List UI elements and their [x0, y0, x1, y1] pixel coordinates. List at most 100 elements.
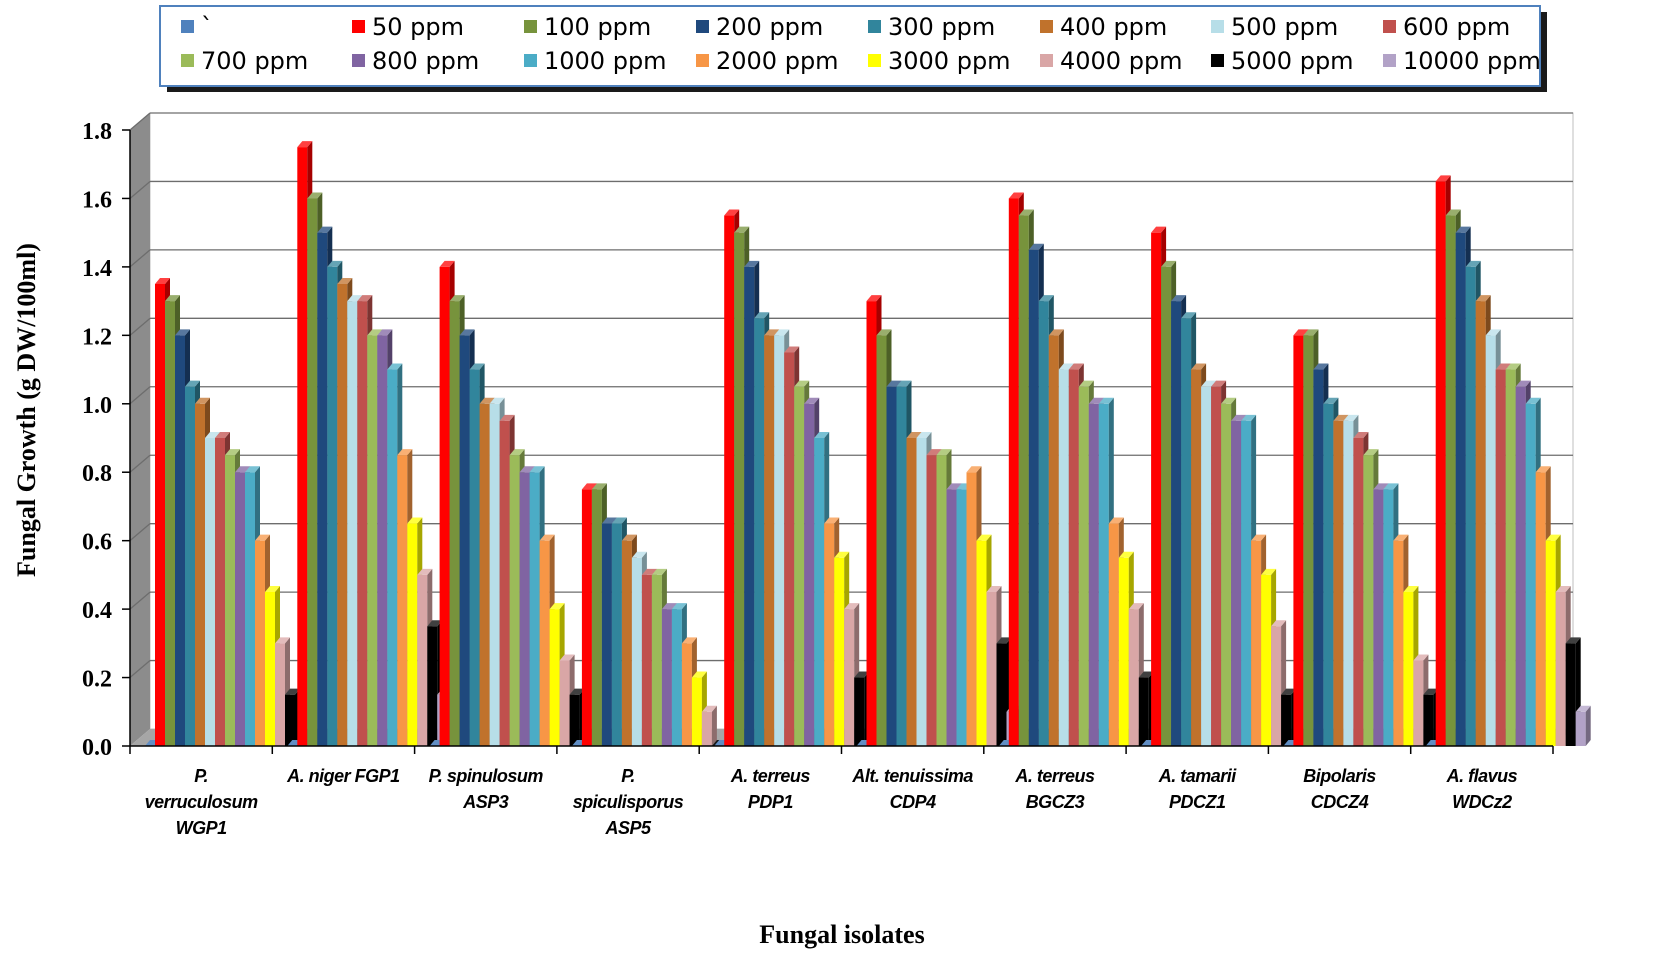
bar-top	[1028, 243, 1044, 250]
bar-face	[876, 335, 887, 746]
legend-label: 800 ppm	[372, 47, 479, 75]
legend-box	[159, 5, 1541, 87]
bar-top	[1515, 380, 1531, 387]
bar-top	[1485, 329, 1501, 336]
bar-face	[764, 335, 775, 746]
bar-face	[724, 215, 735, 747]
bar-face	[641, 574, 652, 746]
bar-top	[509, 449, 525, 456]
bar-face	[986, 592, 997, 746]
bar-face	[804, 403, 815, 746]
y-tick-label: 1.8	[82, 119, 112, 145]
bar-face	[1128, 609, 1139, 746]
bar-face	[784, 352, 795, 746]
bar-face	[307, 198, 318, 746]
bar-face	[165, 301, 175, 746]
bar-top	[377, 329, 393, 336]
y-tick-label: 1.4	[82, 256, 112, 282]
bar-top	[1048, 329, 1064, 336]
bar-top	[1181, 312, 1197, 319]
bar-face	[701, 711, 712, 746]
bar-face	[591, 489, 602, 746]
y-tick-label: 1.2	[82, 324, 112, 350]
bar-face	[1151, 232, 1162, 746]
bar-face	[1201, 386, 1212, 746]
bar-top	[1211, 380, 1227, 387]
bar-top	[469, 363, 485, 370]
bar-face	[519, 472, 530, 746]
bar-face	[774, 335, 785, 746]
bar-face	[459, 335, 470, 746]
bar-top	[1151, 226, 1167, 233]
bar-top	[896, 380, 912, 387]
bar-face	[449, 301, 460, 746]
x-tick-label: A. tamarii PDCZ1	[1158, 766, 1238, 812]
bar-face	[1118, 557, 1129, 746]
bar-top	[275, 637, 290, 644]
bar-face	[1048, 335, 1059, 746]
gridline-side	[129, 180, 151, 199]
bar-face	[297, 147, 308, 747]
bar-top	[1191, 363, 1207, 370]
bar-top	[327, 260, 343, 267]
bar-face	[1423, 694, 1434, 746]
bar-top	[794, 380, 810, 387]
bar-face	[377, 335, 388, 746]
bar-top	[814, 432, 830, 438]
bar-top	[1445, 209, 1461, 216]
bar-face	[1525, 403, 1536, 746]
bar-face	[215, 438, 225, 746]
bar-face	[367, 335, 378, 746]
bar-face	[1485, 335, 1496, 746]
bar-top	[1535, 466, 1551, 473]
bar-top	[195, 397, 210, 404]
bar-face	[1211, 386, 1222, 746]
bar-top	[155, 278, 170, 284]
bar-face	[1353, 438, 1364, 746]
bar-face	[1515, 386, 1526, 746]
bar-top	[1343, 414, 1359, 421]
bar-top	[1363, 449, 1379, 456]
bar-top	[1008, 192, 1024, 199]
bar-face	[185, 386, 195, 746]
bar-face	[1565, 643, 1576, 746]
bar-face	[976, 540, 987, 746]
bar-top	[1323, 397, 1339, 404]
bar-top	[285, 688, 300, 695]
bar-top	[387, 363, 403, 370]
bar-top	[744, 260, 760, 267]
bar-face	[896, 386, 907, 746]
bar-side	[1585, 705, 1591, 746]
side-wall	[130, 113, 150, 746]
bar-top	[499, 414, 515, 421]
bar-top	[651, 568, 667, 575]
bar-top	[876, 329, 892, 336]
y-tick-label: 0.8	[82, 461, 112, 487]
bar-face	[1161, 266, 1172, 746]
bar-face	[327, 266, 338, 746]
bar-face	[1068, 369, 1079, 746]
bar-face	[539, 540, 550, 746]
bar-top	[681, 637, 697, 644]
bar-top	[1018, 209, 1034, 216]
bar-top	[439, 260, 455, 267]
bar-top	[175, 329, 190, 336]
legend-swatch	[181, 20, 194, 33]
bar-top	[866, 295, 882, 302]
bar-top	[916, 432, 932, 438]
x-tick-label: P. verruculosum WGP1	[145, 766, 259, 838]
bar-face	[255, 540, 265, 746]
legend-swatch	[524, 54, 537, 67]
bar-face	[1465, 266, 1476, 746]
bar-face	[569, 694, 580, 746]
legend-label: 600 ppm	[1403, 13, 1510, 41]
bar-top	[1575, 705, 1591, 712]
bar-face	[1313, 369, 1324, 746]
bar-top	[427, 620, 443, 627]
bar-face	[275, 643, 285, 746]
bar-top	[631, 551, 647, 558]
bar-side	[711, 705, 717, 746]
bar-face	[245, 472, 255, 746]
legend: ` 50 ppm 100 ppm 200 ppm 300 ppm 400 ppm 500 p…	[159, 5, 1547, 92]
bar-face	[621, 540, 632, 746]
